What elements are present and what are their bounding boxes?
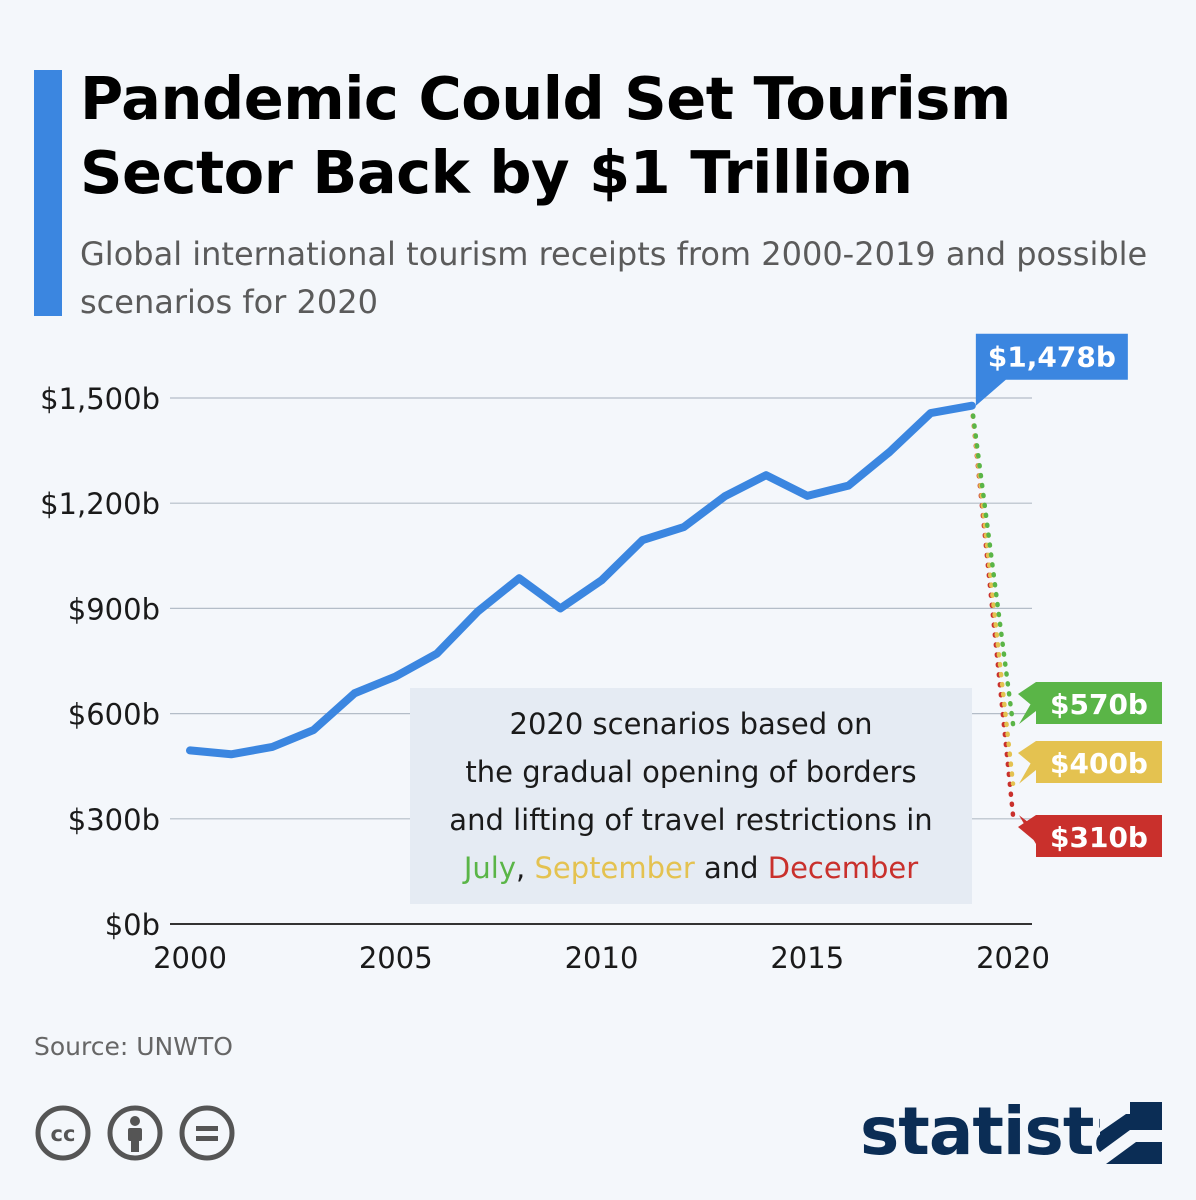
peak-callout: $1,478b [975, 333, 1128, 406]
note-comma: , [516, 851, 526, 885]
scenario-line-july [969, 403, 1016, 727]
receipts-line [186, 401, 976, 759]
data-point [515, 574, 523, 582]
scenario-label-december: $310b [1018, 815, 1162, 857]
september-label: September [534, 851, 695, 885]
y-tick-label: $300b [68, 803, 160, 837]
scenario-line-september [969, 403, 1016, 786]
data-point [309, 726, 317, 734]
data-point [598, 576, 605, 584]
data-point [433, 650, 441, 658]
x-tick-label: 2015 [770, 941, 844, 975]
data-point [474, 607, 482, 615]
data-point [639, 536, 647, 544]
data-point [927, 409, 935, 417]
note-line-1: 2020 scenarios based on [509, 707, 873, 741]
december-label: December [767, 851, 919, 885]
peak-callout-label: $1,478b [988, 341, 1116, 374]
data-point [351, 689, 359, 697]
scenario-label-text: $400b [1050, 747, 1148, 780]
y-tick-label: $1,200b [40, 487, 160, 521]
data-point [721, 492, 729, 500]
data-point [886, 448, 894, 456]
x-tick-label: 2010 [565, 941, 639, 975]
scenario-label-july: $570b [1018, 682, 1162, 725]
x-tick-label: 2000 [153, 941, 227, 975]
scenario-label-text: $310b [1050, 821, 1148, 854]
statista-logo-icon [1100, 1102, 1162, 1164]
data-point [844, 482, 852, 490]
scenario-label-september: $400b [1018, 741, 1162, 784]
y-tick-label: $900b [68, 592, 160, 626]
svg-text:cc: cc [51, 1122, 76, 1146]
data-point [268, 743, 276, 751]
chart-title: Pandemic Could Set Tourism Sector Back b… [80, 64, 1011, 207]
y-tick-label: $0b [105, 908, 160, 942]
scenario-label-box [1018, 815, 1162, 857]
scenario-label-text: $570b [1050, 688, 1148, 721]
x-tick-label: 2020 [976, 941, 1050, 975]
y-tick-label: $1,500b [40, 382, 160, 416]
note-line-2: the gradual opening of borders [465, 755, 917, 789]
scenario-label-box [1018, 741, 1162, 783]
data-point [392, 672, 400, 680]
data-point [186, 746, 194, 754]
scenario-label-pointer [1019, 815, 1036, 844]
data-point [968, 402, 976, 410]
line-chart: $0b $300b $600b $900b $1,200b $1,500b 2000 200… [40, 333, 1162, 975]
scenario-label-pointer [1019, 695, 1036, 725]
note-line-4: July, September and December [410, 844, 972, 892]
title-accent-bar [34, 70, 62, 316]
cc-icon[interactable]: cc [34, 1104, 92, 1162]
note-and: and [703, 851, 759, 885]
data-point [762, 471, 770, 479]
y-tick-label: $600b [68, 698, 160, 732]
scenario-label-pointer [1019, 754, 1036, 784]
data-point [803, 492, 811, 500]
source-note: Source: UNWTO [34, 1032, 233, 1061]
peak-callout-box [975, 333, 1128, 406]
note-line-3: and lifting of travel restrictions in [449, 803, 933, 837]
chart-subtitle: Global international tourism receipts fr… [80, 235, 1148, 321]
nd-icon[interactable] [178, 1104, 236, 1162]
scenario-note: 2020 scenarios based on the gradual open… [410, 688, 972, 904]
july-label: July [463, 851, 517, 885]
data-point [556, 604, 564, 612]
statista-logo[interactable]: statista [860, 1093, 1138, 1170]
data-point [227, 750, 235, 758]
x-tick-label: 2005 [359, 941, 433, 975]
scenario-label-box [1018, 682, 1162, 724]
by-icon[interactable] [106, 1104, 164, 1162]
data-point [680, 523, 688, 531]
